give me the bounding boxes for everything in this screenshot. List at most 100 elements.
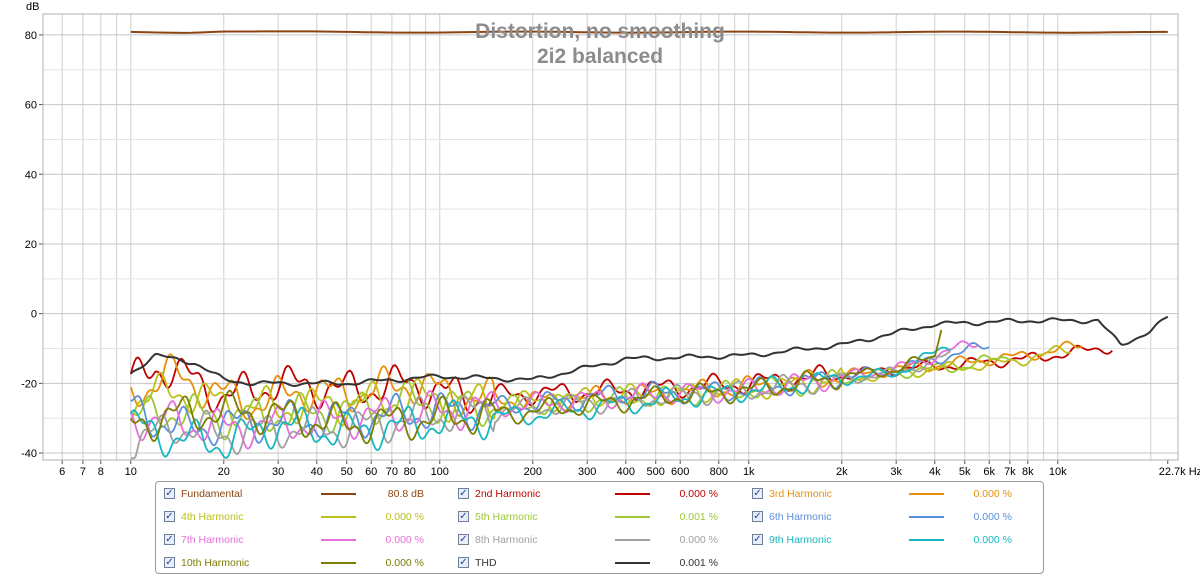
legend-checkbox[interactable]: ✓ bbox=[752, 488, 763, 499]
legend-checkbox[interactable]: ✓ bbox=[164, 511, 175, 522]
legend-value: 0.000 % bbox=[679, 534, 718, 546]
legend-item-5th-harmonic[interactable]: ✓ 5th Harmonic 0.001 % bbox=[458, 508, 743, 526]
legend-checkbox[interactable]: ✓ bbox=[458, 511, 469, 522]
y-tick-label: 80 bbox=[25, 30, 37, 42]
y-tick-label: 60 bbox=[25, 100, 37, 112]
x-tick-label: 2k bbox=[836, 466, 848, 478]
x-axis: 6 7 8 10 20 30 40 50 60 70 80 100 200 300 400 500 600 800… bbox=[59, 460, 1200, 478]
y-tick-label: 40 bbox=[25, 169, 37, 181]
x-tick-label: 8 bbox=[98, 466, 104, 478]
legend-checkbox[interactable]: ✓ bbox=[458, 557, 469, 568]
legend-item-7th-harmonic[interactable]: ✓ 7th Harmonic 0.000 % bbox=[164, 531, 449, 549]
legend-value: 0.001 % bbox=[679, 557, 718, 569]
x-tick-label: 30 bbox=[272, 466, 284, 478]
legend-value: 80.8 dB bbox=[387, 488, 424, 500]
legend-label: 7th Harmonic bbox=[181, 534, 244, 546]
x-tick-label: 100 bbox=[431, 466, 449, 478]
legend-swatch bbox=[909, 516, 944, 518]
y-tick-label: -40 bbox=[21, 448, 37, 460]
series-lines bbox=[129, 30, 1169, 460]
x-tick-label: 300 bbox=[578, 466, 596, 478]
legend-value: 0.000 % bbox=[679, 488, 718, 500]
x-tick-label: 4k bbox=[929, 466, 941, 478]
x-tick-label: 800 bbox=[710, 466, 728, 478]
legend-checkbox[interactable]: ✓ bbox=[164, 557, 175, 568]
series-line-thd bbox=[130, 315, 1169, 387]
grid bbox=[43, 14, 1178, 460]
legend-checkbox[interactable]: ✓ bbox=[752, 534, 763, 545]
x-tick-label: 40 bbox=[311, 466, 323, 478]
legend-label: 2nd Harmonic bbox=[475, 488, 541, 500]
series-line-4th-harmonic bbox=[130, 345, 1071, 427]
legend-swatch bbox=[615, 493, 650, 495]
legend-item-8th-harmonic[interactable]: ✓ 8th Harmonic 0.000 % bbox=[458, 531, 743, 549]
legend: ✓ Fundamental 80.8 dB ✓ 2nd Harmonic 0.000 % ✓… bbox=[155, 481, 1044, 574]
legend-item-thd[interactable]: ✓ THD 0.001 % bbox=[458, 554, 743, 572]
series-line-fundamental bbox=[130, 30, 1168, 34]
x-tick-label: 5k bbox=[959, 466, 971, 478]
legend-checkbox[interactable]: ✓ bbox=[458, 534, 469, 545]
legend-swatch bbox=[321, 493, 356, 495]
x-tick-label: 600 bbox=[671, 466, 689, 478]
legend-value: 0.000 % bbox=[973, 511, 1012, 523]
legend-value: 0.000 % bbox=[973, 488, 1012, 500]
legend-value: 0.000 % bbox=[385, 511, 424, 523]
x-tick-label: 60 bbox=[365, 466, 377, 478]
series-line-10th-harmonic bbox=[130, 329, 943, 445]
legend-item-10th-harmonic[interactable]: ✓ 10th Harmonic 0.000 % bbox=[164, 554, 449, 572]
legend-checkbox[interactable]: ✓ bbox=[164, 488, 175, 499]
x-tick-label: 8k bbox=[1022, 466, 1034, 478]
x-tick-label: 7 bbox=[80, 466, 86, 478]
legend-item-6th-harmonic[interactable]: ✓ 6th Harmonic 0.000 % bbox=[752, 508, 1037, 526]
y-axis: 80 60 40 20 0 -20 -40 bbox=[21, 30, 43, 460]
x-tick-label: 400 bbox=[617, 466, 635, 478]
x-tick-label: 500 bbox=[647, 466, 665, 478]
legend-item-4th-harmonic[interactable]: ✓ 4th Harmonic 0.000 % bbox=[164, 508, 449, 526]
x-tick-label: 6k bbox=[983, 466, 995, 478]
x-tick-label: 200 bbox=[524, 466, 542, 478]
legend-swatch bbox=[615, 516, 650, 518]
legend-label: 10th Harmonic bbox=[181, 557, 250, 569]
legend-item-2nd-harmonic[interactable]: ✓ 2nd Harmonic 0.000 % bbox=[458, 485, 743, 503]
legend-label: Fundamental bbox=[181, 488, 243, 500]
legend-swatch bbox=[615, 539, 650, 541]
legend-label: 3rd Harmonic bbox=[769, 488, 833, 500]
chart-subtitle: 2i2 balanced bbox=[537, 45, 663, 68]
y-tick-label: 20 bbox=[25, 239, 37, 251]
plot-background bbox=[43, 14, 1178, 460]
legend-label: 9th Harmonic bbox=[769, 534, 832, 546]
x-tick-label: 10k bbox=[1049, 466, 1067, 478]
x-tick-label: 7k bbox=[1004, 466, 1016, 478]
x-tick-label: 1k bbox=[743, 466, 755, 478]
legend-checkbox[interactable]: ✓ bbox=[752, 511, 763, 522]
legend-item-9th-harmonic[interactable]: ✓ 9th Harmonic 0.000 % bbox=[752, 531, 1037, 549]
x-tick-label: 80 bbox=[404, 466, 416, 478]
legend-item-3rd-harmonic[interactable]: ✓ 3rd Harmonic 0.000 % bbox=[752, 485, 1037, 503]
y-axis-label: dB bbox=[26, 1, 39, 13]
x-tick-label: 10 bbox=[125, 466, 137, 478]
x-tick-label: 20 bbox=[218, 466, 230, 478]
series-line-2nd-harmonic bbox=[129, 344, 1113, 414]
y-tick-label: 0 bbox=[31, 309, 37, 321]
legend-swatch bbox=[909, 493, 944, 495]
legend-swatch bbox=[909, 539, 944, 541]
series-line-9th-harmonic bbox=[130, 346, 951, 459]
legend-checkbox[interactable]: ✓ bbox=[458, 488, 469, 499]
legend-label: 4th Harmonic bbox=[181, 511, 244, 523]
x-tick-label: 6 bbox=[59, 466, 65, 478]
legend-swatch bbox=[321, 516, 356, 518]
legend-item-fundamental[interactable]: ✓ Fundamental 80.8 dB bbox=[164, 485, 449, 503]
x-tick-label: 50 bbox=[341, 466, 353, 478]
legend-swatch bbox=[321, 562, 356, 564]
legend-label: THD bbox=[475, 557, 497, 569]
legend-value: 0.000 % bbox=[973, 534, 1012, 546]
legend-value: 0.000 % bbox=[385, 534, 424, 546]
y-tick-label: -20 bbox=[21, 378, 37, 390]
legend-value: 0.001 % bbox=[679, 511, 718, 523]
x-tick-label: 70 bbox=[386, 466, 398, 478]
legend-value: 0.000 % bbox=[385, 557, 424, 569]
legend-swatch bbox=[615, 562, 650, 564]
plot-border bbox=[42, 13, 1179, 461]
legend-checkbox[interactable]: ✓ bbox=[164, 534, 175, 545]
